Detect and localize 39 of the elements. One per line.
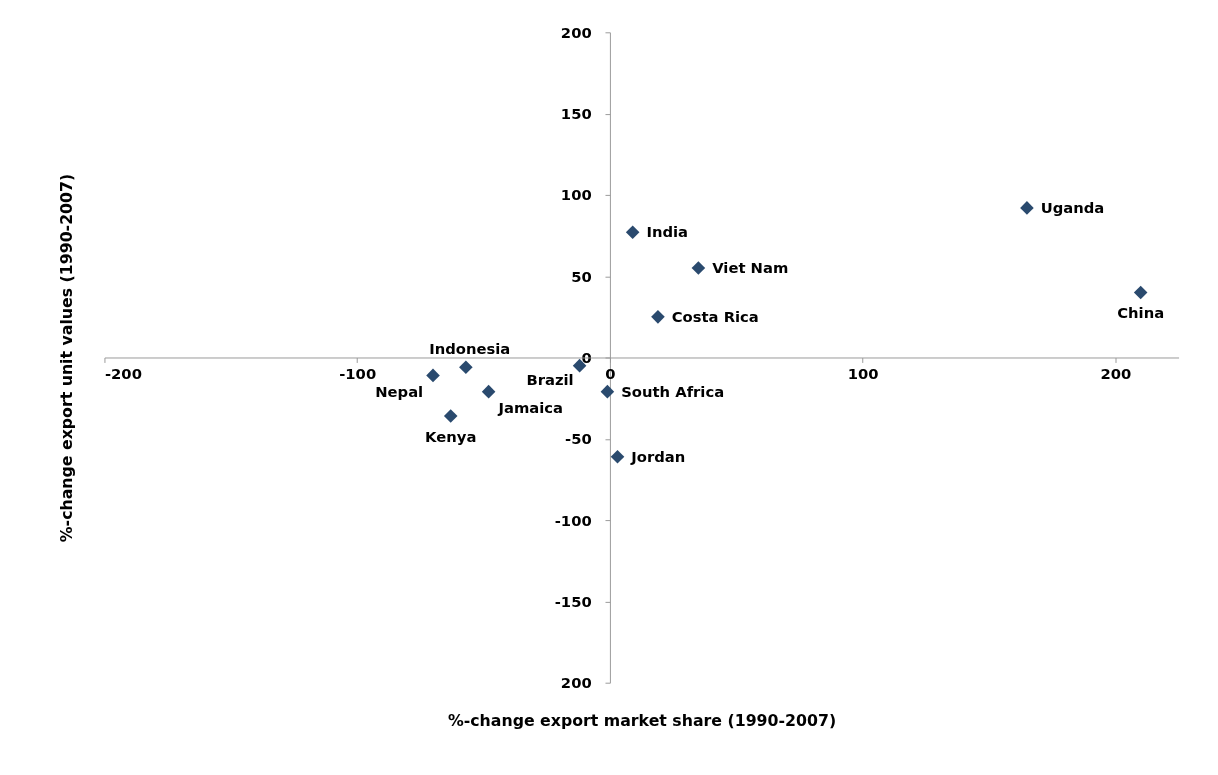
point	[651, 310, 665, 324]
point	[1133, 285, 1148, 300]
y-tick-label: 50	[571, 267, 592, 285]
y-tick-label: -100	[554, 511, 592, 529]
point	[600, 384, 615, 399]
point	[459, 360, 473, 375]
data-label: Brazil	[526, 371, 574, 389]
data-label: Uganda	[1040, 198, 1105, 216]
point	[443, 409, 458, 423]
x-tick-label: -200	[104, 364, 142, 382]
x-tick-label: 200	[1100, 364, 1132, 382]
x-tick-label: 100	[847, 364, 879, 382]
y-axis-title: %-change export unit values (1990-2007)	[57, 173, 77, 543]
y-tick-label: 100	[560, 186, 592, 204]
y-tick-label: -150	[554, 592, 592, 610]
data-label: India	[646, 223, 689, 241]
point	[625, 225, 640, 240]
x-tick-label: 0	[605, 364, 616, 382]
data-label: Jamaica	[497, 399, 564, 417]
x-axis-title: %-change export market share (1990-2007)	[447, 710, 837, 730]
data-label: Jordan	[630, 447, 686, 465]
point	[610, 449, 625, 464]
y-tick-label: 150	[560, 105, 592, 123]
y-tick-label: 200	[560, 674, 592, 692]
x-tick-label: -100	[339, 364, 377, 382]
data-label: Costa Rica	[671, 307, 759, 325]
data-label: China	[1117, 304, 1165, 322]
y-tick-label: 200	[560, 23, 592, 41]
data-label: Viet Nam	[712, 259, 789, 276]
data-label: Indonesia	[429, 340, 511, 358]
point	[426, 368, 440, 383]
point	[691, 261, 706, 275]
data-label: Nepal	[375, 383, 424, 401]
y-tick-label: -50	[565, 430, 592, 448]
point	[481, 384, 496, 399]
data-label: South Africa	[621, 382, 725, 400]
y-tick-label: 0	[581, 348, 592, 366]
data-label: Kenya	[425, 427, 477, 445]
point	[1020, 201, 1034, 215]
